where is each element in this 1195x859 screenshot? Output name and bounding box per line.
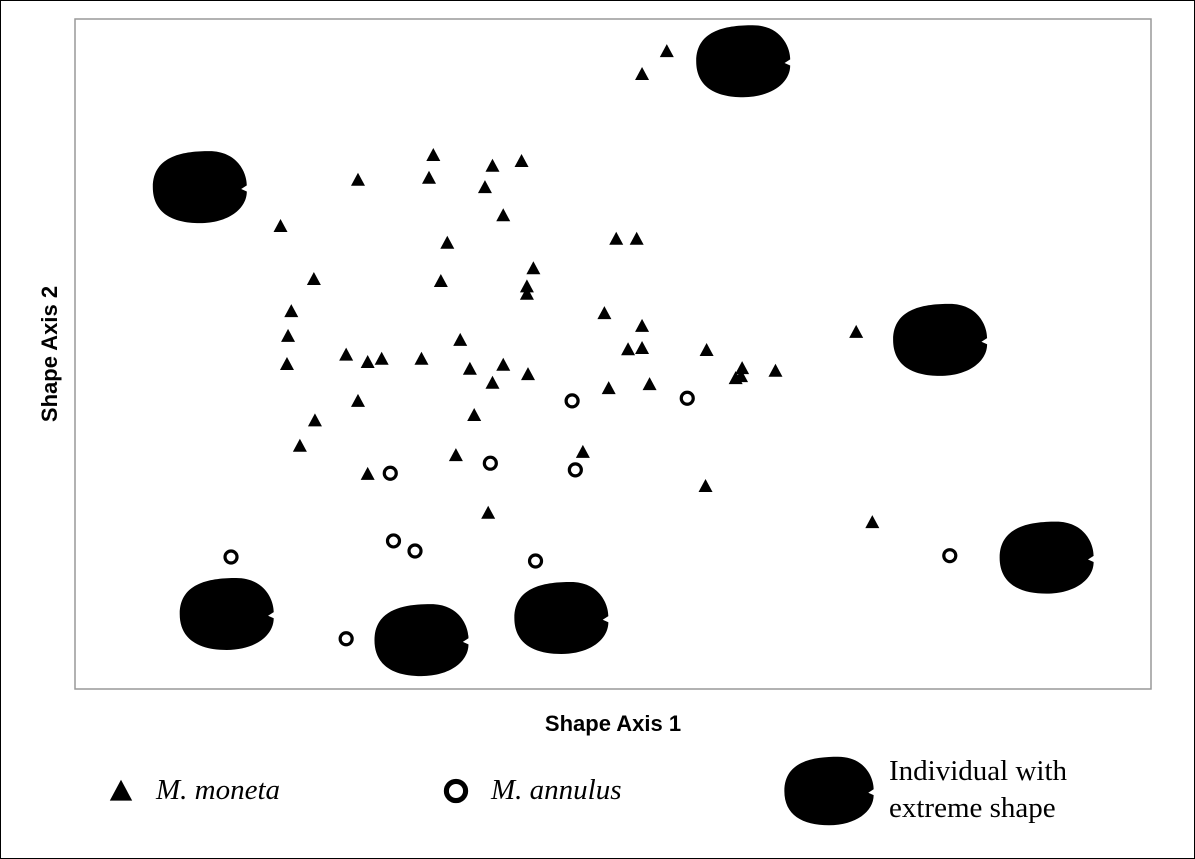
legend-symbol (446, 781, 465, 800)
point-triangle (481, 506, 495, 519)
point-circle (681, 392, 693, 404)
point-triangle (700, 343, 714, 356)
point-triangle (485, 159, 499, 172)
point-triangle (515, 154, 529, 167)
point-triangle (463, 362, 477, 375)
point-triangle (635, 67, 649, 80)
point-triangle (635, 341, 649, 354)
point-triangle (281, 329, 295, 342)
point-triangle (576, 445, 590, 458)
point-triangle (635, 319, 649, 332)
point-triangle (621, 342, 635, 355)
point-triangle (849, 325, 863, 338)
point-triangle (478, 180, 492, 193)
point-shell (1000, 522, 1094, 594)
point-triangle (699, 479, 713, 492)
legend-label: M. moneta (156, 772, 280, 809)
point-triangle (602, 381, 616, 394)
point-triangle (426, 148, 440, 161)
figure: Shape Axis 1 Shape Axis 2 M. moneta M. an… (0, 0, 1195, 859)
point-circle (387, 535, 399, 547)
point-triangle (414, 352, 428, 365)
legend-symbol (784, 757, 873, 825)
point-triangle (865, 515, 879, 528)
point-circle (225, 551, 237, 563)
point-triangle (485, 376, 499, 389)
point-triangle (526, 261, 540, 274)
point-triangle (630, 232, 644, 245)
point-circle (340, 633, 352, 645)
point-triangle (660, 44, 674, 57)
point-triangle (597, 306, 611, 319)
point-triangle (274, 219, 288, 232)
x-axis-title: Shape Axis 1 (545, 711, 681, 736)
point-circle (484, 457, 496, 469)
point-circle (569, 464, 581, 476)
point-triangle (440, 236, 454, 249)
point-triangle (449, 448, 463, 461)
point-circle (384, 467, 396, 479)
legend-symbol (110, 780, 132, 801)
point-triangle (351, 394, 365, 407)
point-triangle (307, 272, 321, 285)
point-circle (530, 555, 542, 567)
point-triangle (768, 364, 782, 377)
point-triangle (467, 408, 481, 421)
point-shell (374, 604, 468, 676)
chart: Shape Axis 1 Shape Axis 2 (1, 1, 1194, 858)
point-shell (696, 25, 790, 97)
legend-label: M. annulus (491, 772, 622, 809)
point-circle (409, 545, 421, 557)
point-shell (180, 578, 274, 650)
y-axis-title: Shape Axis 2 (37, 286, 62, 422)
point-shell (893, 304, 987, 376)
point-triangle (339, 348, 353, 361)
point-triangle (521, 367, 535, 380)
point-triangle (284, 304, 298, 317)
point-triangle (361, 467, 375, 480)
point-triangle (496, 208, 510, 221)
point-triangle (375, 352, 389, 365)
point-triangle (422, 171, 436, 184)
point-triangle (351, 173, 365, 186)
point-triangle (434, 274, 448, 287)
point-triangle (609, 232, 623, 245)
point-circle (944, 550, 956, 562)
point-triangle (496, 358, 510, 371)
point-shell (153, 151, 247, 223)
point-triangle (453, 333, 467, 346)
point-circle (566, 395, 578, 407)
point-triangle (280, 357, 294, 370)
point-triangle (308, 413, 322, 426)
point-triangle (643, 377, 657, 390)
point-triangle (361, 355, 375, 368)
point-shell (514, 582, 608, 654)
legend-label: Individual with extreme shape (889, 753, 1129, 827)
point-triangle (293, 439, 307, 452)
